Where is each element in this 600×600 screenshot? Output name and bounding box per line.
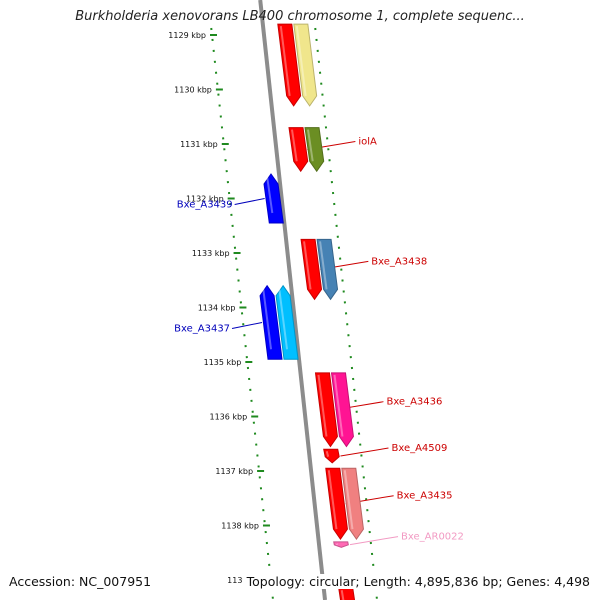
tick-label: 1130 kbp <box>174 86 212 95</box>
tick-label: 1134 kbp <box>198 304 236 313</box>
gene-feature-7 <box>275 284 299 360</box>
gene-feature-13 <box>341 467 364 540</box>
gene-bxe-a3438 <box>300 238 323 301</box>
gene-bxe-a3435 <box>325 467 348 540</box>
gene-feature-1 <box>293 23 318 107</box>
gene-label-bxe-a3436: Bxe_A3436 <box>386 397 442 408</box>
gene-iola <box>288 127 309 173</box>
inner-tick-ring <box>210 27 275 600</box>
gene-label-bxe-a3438: Bxe_A3438 <box>371 256 427 267</box>
gene-highlight <box>291 129 298 162</box>
tick-label: 1138 kbp <box>221 522 259 531</box>
tick-label: 1136 kbp <box>209 413 247 422</box>
gene-label-bxe-a3435: Bxe_A3435 <box>397 491 453 502</box>
tick-label: 1131 kbp <box>180 140 218 149</box>
gene-bxe-a4509 <box>323 448 340 464</box>
tick-label: 1129 kbp <box>168 31 206 40</box>
gene-highlight <box>340 590 345 600</box>
gene-highlight <box>262 287 273 350</box>
gene-highlight <box>335 543 339 546</box>
label-connector <box>340 447 389 457</box>
outer-tick-ring <box>314 27 379 600</box>
label-connector <box>231 321 263 329</box>
gene-highlight <box>279 25 291 96</box>
gene-feature-0 <box>277 23 302 107</box>
gene-highlight <box>343 470 354 530</box>
label-connector <box>234 198 265 205</box>
gene-bxe-a3436 <box>314 372 338 448</box>
gene-bxe-ar0022 <box>333 541 349 548</box>
gene-label-bxe-a4509: Bxe_A4509 <box>391 443 447 454</box>
gene-feature-3 <box>304 127 325 173</box>
gene-feature-6 <box>316 238 339 301</box>
gene-highlight <box>325 450 330 457</box>
tick-label: 1133 kbp <box>192 249 230 258</box>
gene-highlight <box>333 374 344 437</box>
gene-label-bxe-ar0022: Bxe_AR0022 <box>401 532 464 543</box>
summary-text: Topology: circular; Length: 4,895,836 bp… <box>242 574 590 589</box>
tick-label: 1137 kbp <box>215 467 253 476</box>
gene-highlight <box>319 241 328 290</box>
gene-highlight <box>307 129 314 162</box>
map-title: Burkholderia xenovorans LB400 chromosome… <box>75 9 525 24</box>
accession-text: Accession: NC_007951 <box>9 574 152 589</box>
gene-feature-10 <box>330 372 354 448</box>
gene-highlight <box>295 25 307 96</box>
gene-label-bxe-a3439: Bxe_A3439 <box>177 200 233 211</box>
gene-label-iola: iolA <box>358 136 377 147</box>
label-connector <box>349 536 399 546</box>
tick-label: 1135 kbp <box>204 358 242 367</box>
gene-label-bxe-a3437: Bxe_A3437 <box>174 323 230 334</box>
gene-highlight <box>327 470 338 530</box>
tick-label: 1132 kbp <box>186 195 224 204</box>
gene-highlight <box>317 374 328 437</box>
gene-bxe-a3439 <box>263 173 284 224</box>
gene-highlight <box>278 287 289 350</box>
gene-highlight <box>303 241 312 290</box>
gene-highlight <box>266 175 274 214</box>
gene-bxe-a3437 <box>259 284 283 360</box>
backbone-line <box>258 0 328 600</box>
